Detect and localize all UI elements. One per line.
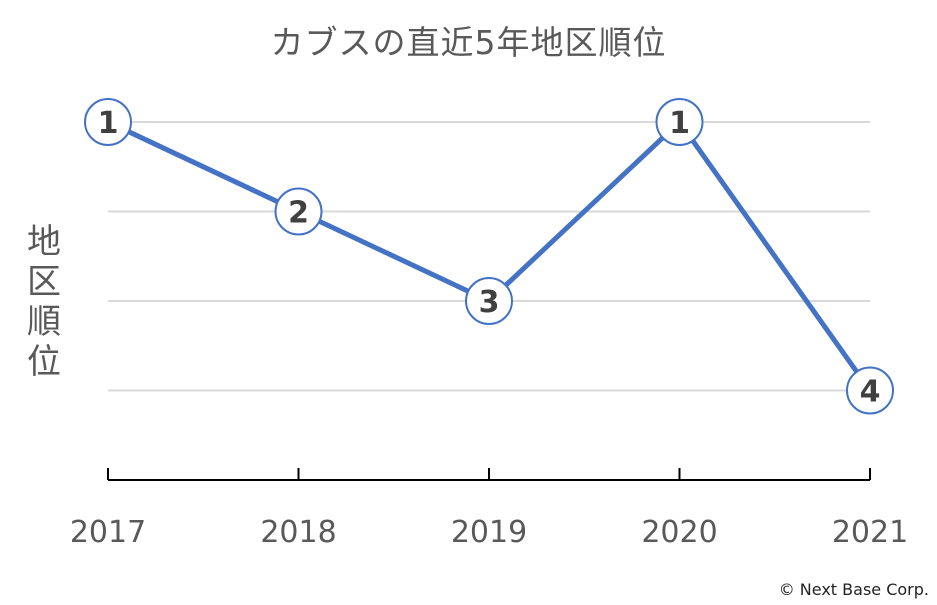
x-tick-label: 2018 — [260, 515, 336, 550]
data-label: 2 — [288, 196, 309, 231]
series-line — [106, 119, 873, 392]
y-axis-label: 地区順位 — [27, 222, 61, 382]
x-tick-label: 2019 — [451, 515, 527, 550]
data-markers: 1 2 3 1 4 — [84, 98, 894, 415]
data-label: 1 — [669, 106, 690, 141]
x-tick-labels: 2017 2018 2019 2020 2021 — [70, 515, 908, 550]
x-axis — [107, 468, 871, 481]
data-point-marker — [655, 98, 704, 146]
x-tick-label: 2017 — [70, 515, 146, 550]
data-point-marker — [84, 98, 132, 146]
data-label: 1 — [98, 106, 119, 141]
data-point-marker — [846, 366, 894, 415]
data-point-marker — [274, 187, 323, 236]
x-tick-label: 2021 — [832, 515, 908, 550]
x-tick-label: 2020 — [641, 515, 717, 550]
chart-title: カブスの直近5年地区順位 — [270, 23, 667, 62]
data-point-marker — [465, 277, 513, 325]
data-label: 4 — [860, 375, 881, 410]
series-line-layer — [106, 119, 873, 392]
copyright-text: © Next Base Corp. — [778, 580, 929, 599]
data-label: 3 — [479, 285, 500, 320]
gridlines — [108, 121, 870, 392]
